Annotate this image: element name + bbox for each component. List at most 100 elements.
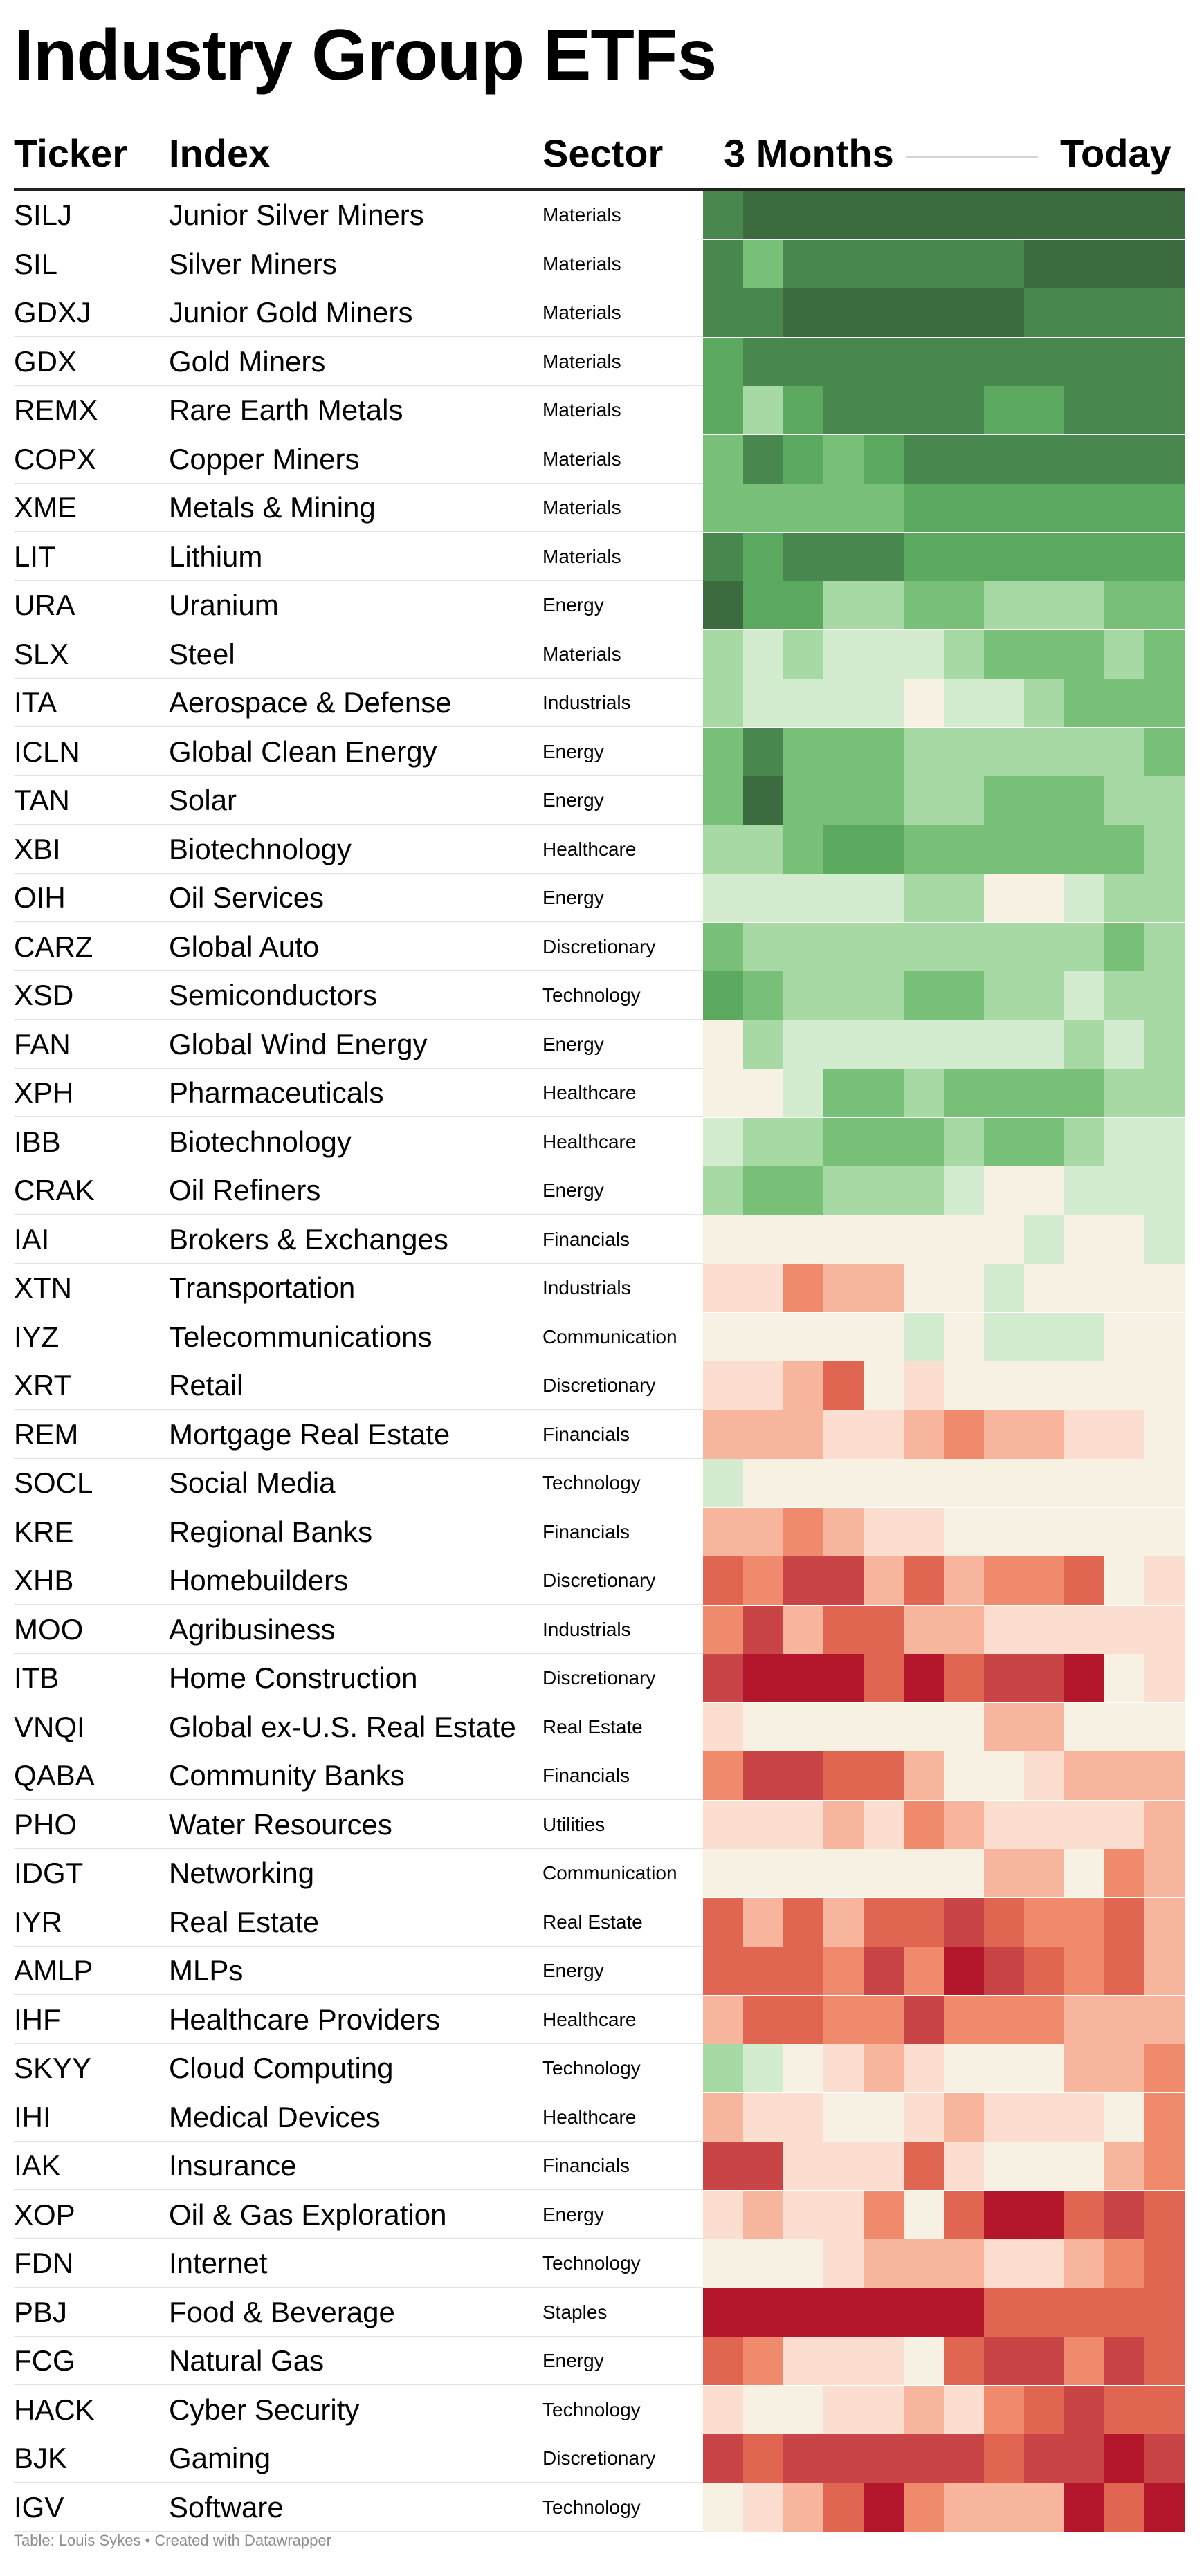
- ticker-cell: IAK: [14, 2149, 61, 2182]
- heatmap-cell: [864, 1995, 904, 2044]
- table-row: IDGT Networking Communication: [14, 1849, 1185, 1897]
- heatmap-cell: [1104, 922, 1145, 971]
- heatmap-cell: [944, 1166, 985, 1215]
- index-cell: Rare Earth Metals: [169, 394, 403, 426]
- heatmap-cell: [1144, 1069, 1185, 1117]
- heatmap-cell: [783, 2337, 824, 2385]
- heatmap-cell: [743, 434, 784, 484]
- heatmap-cell: [984, 2434, 1025, 2483]
- heatmap-cell: [743, 1459, 784, 1507]
- heatmap-cell: [1104, 776, 1145, 825]
- index-cell: Healthcare Providers: [169, 2003, 441, 2036]
- heatmap-cell: [703, 1020, 744, 1069]
- heatmap-cell: [743, 2288, 784, 2337]
- sector-cell: Technology: [542, 2057, 641, 2079]
- heatmap-cell: [1144, 1605, 1185, 1654]
- heatmap-cell: [1064, 1751, 1105, 1800]
- heatmap-cell: [1104, 825, 1145, 874]
- table-row: SIL Silver Miners Materials: [14, 239, 1185, 288]
- heatmap-cell: [743, 971, 784, 1020]
- heatmap-cell: [703, 825, 744, 874]
- heatmap-cell: [1024, 1020, 1065, 1069]
- heatmap-cell: [984, 484, 1025, 532]
- heatmap-cell: [823, 2239, 864, 2288]
- heatmap-cell: [1064, 1166, 1105, 1215]
- index-cell: Homebuilders: [169, 1564, 349, 1597]
- table-row: URA Uranium Energy: [14, 581, 1185, 629]
- ticker-cell: XRT: [14, 1369, 72, 1401]
- heatmap-cell: [864, 971, 904, 1020]
- heatmap-cell: [904, 776, 945, 825]
- heatmap-cell: [904, 629, 945, 679]
- table-row: IAI Brokers & Exchanges Financials: [14, 1215, 1185, 1264]
- heatmap-cell: [823, 1507, 864, 1556]
- heatmap-cell: [743, 629, 784, 679]
- ticker-cell: XBI: [14, 832, 61, 865]
- sector-cell: Energy: [542, 2350, 604, 2371]
- heatmap-cell: [984, 2337, 1025, 2385]
- heatmap-cell: [904, 386, 945, 434]
- heatmap-cell: [823, 1751, 864, 1800]
- heatmap-strip: [703, 337, 1185, 386]
- heatmap-cell: [1024, 2483, 1065, 2532]
- heatmap-cell: [944, 2190, 985, 2239]
- heatmap-cell: [743, 922, 784, 971]
- heatmap-cell: [1144, 2337, 1185, 2385]
- heatmap-cell: [1064, 1702, 1105, 1751]
- heatmap-strip: [703, 2044, 1185, 2092]
- heatmap-cell: [823, 2092, 864, 2142]
- heatmap-cell: [823, 1897, 864, 1947]
- heatmap-cell: [1144, 1556, 1185, 1605]
- heatmap-svg: [703, 2385, 1185, 2434]
- heatmap-cell: [783, 1702, 824, 1751]
- sector-cell: Communication: [542, 1862, 677, 1884]
- heatmap-cell: [743, 337, 784, 386]
- heatmap-strip: [703, 1654, 1185, 1702]
- heatmap-cell: [743, 1995, 784, 2044]
- heatmap-cell: [944, 1459, 985, 1507]
- heatmap-cell: [703, 1800, 744, 1849]
- sector-cell: Materials: [542, 252, 621, 275]
- heatmap-cell: [703, 629, 744, 679]
- heatmap-strip: [703, 727, 1185, 776]
- heatmap-cell: [1144, 2288, 1185, 2337]
- heatmap-cell: [1024, 581, 1065, 629]
- heatmap-cell: [703, 2337, 744, 2385]
- index-cell: Semiconductors: [169, 979, 378, 1011]
- index-cell: Global ex-U.S. Real Estate: [169, 1710, 516, 1743]
- heatmap-cell: [944, 971, 985, 1020]
- heatmap-cell: [743, 727, 784, 776]
- heatmap-svg: [703, 825, 1185, 874]
- heatmap-strip: [703, 434, 1185, 484]
- heatmap-cell: [984, 1751, 1025, 1800]
- heatmap-cell: [1104, 629, 1145, 679]
- index-cell: Gaming: [169, 2442, 271, 2474]
- heatmap-cell: [783, 1605, 824, 1654]
- heatmap-cell: [864, 1751, 904, 1800]
- heatmap-cell: [1104, 1800, 1145, 1849]
- heatmap-cell: [1064, 2483, 1105, 2532]
- heatmap-cell: [1144, 776, 1185, 825]
- table-row: XPH Pharmaceuticals Healthcare: [14, 1069, 1185, 1117]
- heatmap-strip: [703, 922, 1185, 971]
- heatmap-cell: [703, 1410, 744, 1459]
- heatmap-cell: [984, 922, 1025, 971]
- heatmap-svg: [703, 2190, 1185, 2239]
- footer-credit: Table: Louis Sykes • Created with Datawr…: [14, 2532, 331, 2549]
- heatmap-cell: [783, 532, 824, 581]
- heatmap-cell: [944, 874, 985, 922]
- heatmap-cell: [783, 2483, 824, 2532]
- heatmap-cell: [783, 1312, 824, 1361]
- heatmap-cell: [1024, 1507, 1065, 1556]
- heatmap-cell: [703, 776, 744, 825]
- heatmap-cell: [1104, 1947, 1145, 1995]
- heatmap-svg: [703, 1995, 1185, 2044]
- heatmap-cell: [1144, 1459, 1185, 1507]
- table-row: XRT Retail Discretionary: [14, 1361, 1185, 1410]
- heatmap-cell: [1104, 2337, 1145, 2385]
- heatmap-cell: [864, 776, 904, 825]
- sector-cell: Energy: [542, 740, 604, 762]
- table-row: CARZ Global Auto Discretionary: [14, 922, 1185, 971]
- heatmap-cell: [783, 1849, 824, 1897]
- heatmap-cell: [904, 2385, 945, 2434]
